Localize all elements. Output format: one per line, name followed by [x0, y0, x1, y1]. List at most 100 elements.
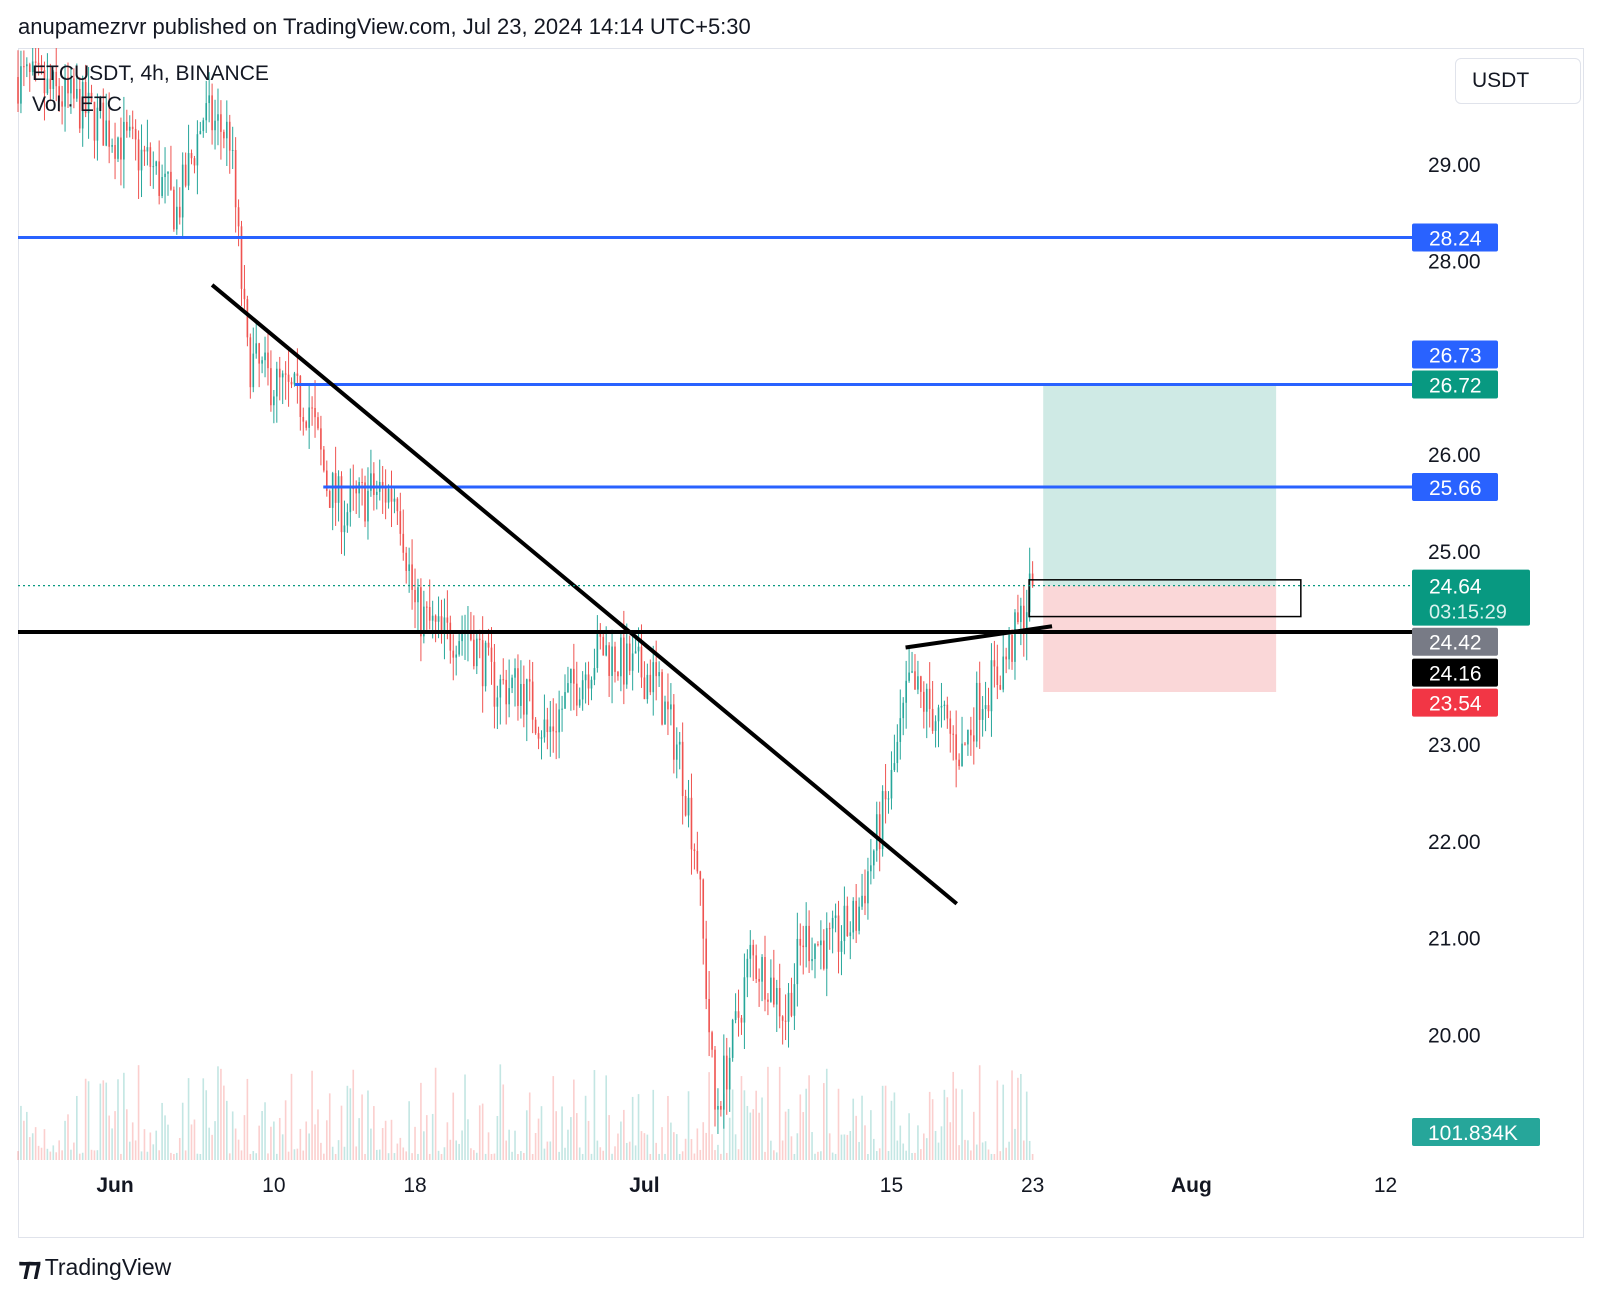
volume-bar	[114, 1111, 116, 1160]
candle-body	[331, 473, 334, 508]
volume-bar	[464, 1074, 466, 1160]
candle-body	[640, 646, 643, 678]
currency-button[interactable]: USDT	[1455, 58, 1581, 104]
volume-bar	[249, 1153, 252, 1160]
volume-bar	[696, 1128, 699, 1160]
candle-body	[155, 161, 158, 167]
candle-body	[784, 1020, 787, 1022]
price-tag-label: 28.24	[1429, 228, 1482, 251]
volume-bar	[43, 1129, 46, 1160]
symbol-legend[interactable]: ETCUSDT, 4h, BINANCE	[32, 62, 269, 85]
volume-bar	[811, 1132, 813, 1160]
candle-body	[225, 121, 228, 139]
candle-body	[831, 917, 834, 929]
candle-body	[511, 677, 513, 689]
candle-body	[984, 705, 987, 710]
x-tick-label: Jun	[96, 1174, 133, 1197]
candle-body	[484, 642, 487, 687]
candle-body	[1005, 656, 1007, 660]
publish-info: anupamezrvr published on TradingView.com…	[18, 14, 751, 39]
volume-bar	[961, 1089, 963, 1160]
volume-bar	[193, 1119, 196, 1160]
candle-body	[240, 226, 243, 289]
candle-body	[837, 915, 840, 952]
volume-bar	[758, 1112, 760, 1160]
candle-body	[452, 650, 455, 658]
volume-bar	[828, 1133, 831, 1160]
volume-bar	[878, 1148, 881, 1160]
volume-bar	[781, 1140, 784, 1160]
candle-body	[825, 928, 828, 969]
volume-bar	[1031, 1153, 1034, 1160]
candle-body	[958, 759, 960, 767]
volume-bar	[328, 1093, 331, 1160]
candle-body	[367, 490, 369, 522]
candle-body	[661, 672, 663, 725]
candle-body	[243, 288, 246, 300]
candle-body	[605, 645, 607, 656]
candle-body	[90, 92, 93, 102]
volume-bar	[899, 1125, 902, 1160]
volume-bar	[496, 1115, 499, 1160]
candle-body	[964, 743, 966, 745]
candle-body	[846, 905, 849, 936]
volume-bar	[673, 1132, 675, 1160]
volume-bar	[514, 1130, 516, 1160]
candle-body	[646, 674, 649, 700]
candle-body	[1002, 656, 1005, 690]
volume-bar	[628, 1141, 631, 1160]
candle-body	[922, 691, 925, 712]
candle-body	[752, 944, 755, 956]
price-tag	[1412, 658, 1498, 687]
candle-body	[143, 149, 146, 152]
candle-body	[558, 709, 560, 733]
volume-bar	[73, 1142, 75, 1160]
volume-bar	[996, 1080, 999, 1160]
volume-bar	[661, 1127, 663, 1160]
candle-body	[123, 121, 125, 160]
candle-body	[1008, 635, 1010, 660]
candle-body	[505, 679, 508, 705]
candle-body	[761, 957, 763, 982]
volume-bar	[99, 1083, 102, 1160]
volume-bar	[884, 1085, 887, 1160]
volume-bar	[525, 1110, 528, 1160]
candle-body	[499, 679, 502, 698]
volume-bar	[687, 1091, 690, 1160]
candle-body	[975, 682, 978, 742]
volume-bar	[425, 1115, 428, 1160]
candle-body	[43, 70, 46, 94]
candle-body	[720, 1105, 722, 1110]
candle-body	[564, 692, 566, 709]
volume-bar	[343, 1146, 346, 1160]
volume-bar	[749, 1112, 752, 1160]
candle-body	[340, 476, 343, 533]
volume-bar	[670, 1122, 672, 1160]
candle-body	[111, 145, 113, 147]
volume-bar	[555, 1111, 557, 1160]
candle-body	[443, 617, 446, 631]
volume-bar	[267, 1153, 269, 1160]
volume-bar	[102, 1080, 105, 1160]
candle-body	[455, 654, 458, 658]
volume-bar	[573, 1079, 575, 1160]
volume-bar	[131, 1122, 134, 1160]
volume-legend[interactable]: Vol · ETC	[32, 93, 122, 116]
tradingview-logo[interactable]: ⁊⁊ TradingView	[18, 1252, 171, 1283]
candle-body	[852, 900, 855, 933]
candle-body	[52, 71, 55, 89]
volume-bar	[805, 1088, 807, 1160]
volume-bar	[528, 1092, 531, 1160]
volume-bar	[55, 1152, 58, 1160]
volume-bar	[302, 1150, 305, 1160]
price-tag	[1412, 370, 1498, 399]
candle-body	[855, 900, 857, 931]
candle-body	[267, 352, 269, 369]
volume-bar	[149, 1132, 152, 1160]
x-tick-label: 12	[1374, 1174, 1397, 1197]
candle-body	[896, 741, 899, 764]
candle-body	[167, 171, 169, 174]
volume-bar	[358, 1118, 360, 1160]
candle-body	[961, 743, 963, 767]
